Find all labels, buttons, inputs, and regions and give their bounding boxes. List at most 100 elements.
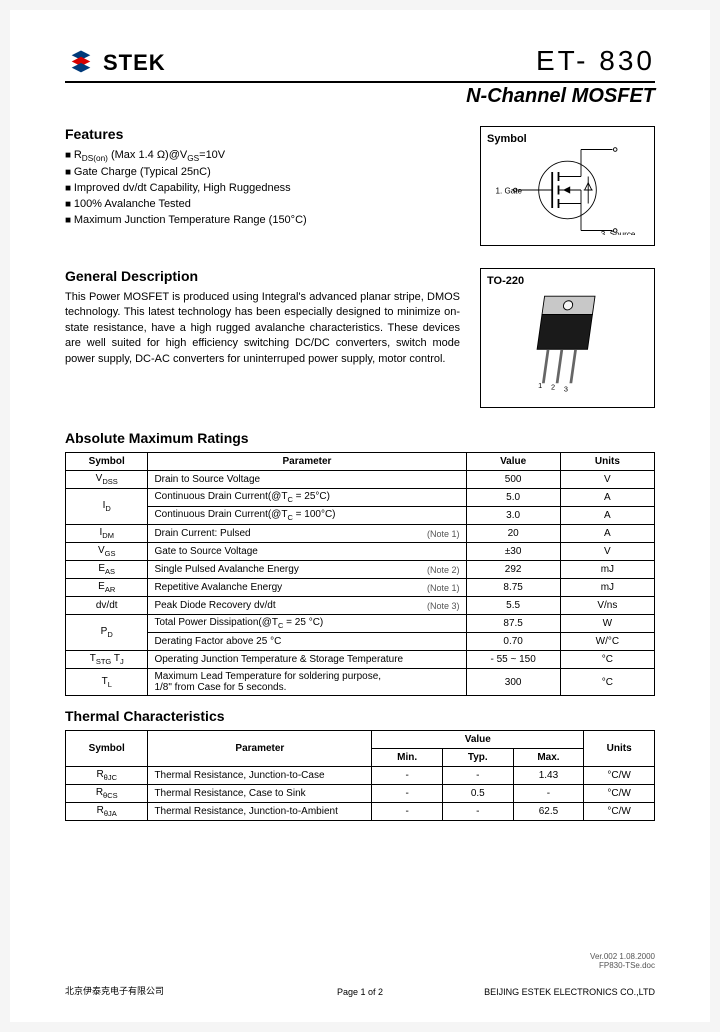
cell-symbol: EAS [66, 561, 148, 579]
cell-param: Single Pulsed Avalanche Energy(Note 2) [148, 561, 466, 579]
th-symbol: Symbol [66, 453, 148, 471]
table-row: TSTG TJOperating Junction Temperature & … [66, 651, 655, 669]
header: STEK ET- 830 [65, 45, 655, 77]
features-list: RDS(on) (Max 1.4 Ω)@VGS=10VGate Charge (… [65, 148, 460, 229]
svg-text:3: 3 [564, 385, 568, 394]
feature-item: 100% Avalanche Tested [65, 197, 460, 213]
th-units: Units [560, 453, 654, 471]
cell-symbol: EAR [66, 579, 148, 597]
to220-package-icon: 1 2 3 [487, 287, 648, 397]
cell-param: Thermal Resistance, Case to Sink [148, 785, 372, 803]
mosfet-symbol-icon: 1. Gate 2. Drain 3. Source [487, 145, 648, 235]
cell-param: Maximum Lead Temperature for soldering p… [148, 669, 466, 696]
th-value: Value [372, 731, 584, 749]
pin-source-label: 3. Source [601, 230, 636, 235]
logo: STEK [65, 49, 166, 77]
cell-value: 0.70 [466, 633, 560, 651]
table-row: TLMaximum Lead Temperature for soldering… [66, 669, 655, 696]
part-number: ET- 830 [536, 45, 655, 77]
table-row: EARRepetitive Avalanche Energy(Note 1)8.… [66, 579, 655, 597]
cell-min: - [372, 785, 443, 803]
header-divider [65, 81, 655, 83]
datasheet-page: STEK ET- 830 N-Channel MOSFET Features R… [10, 10, 710, 1022]
cell-min: - [372, 767, 443, 785]
cell-value: 5.0 [466, 489, 560, 507]
cell-unit: mJ [560, 561, 654, 579]
footer-center: Page 1 of 2 [10, 987, 710, 997]
cell-value: 5.5 [466, 597, 560, 615]
cell-value: ±30 [466, 543, 560, 561]
amr-table: Symbol Parameter Value Units VDSSDrain t… [65, 452, 655, 696]
cell-typ: - [442, 803, 513, 821]
cell-unit: W [560, 615, 654, 633]
cell-unit: V [560, 471, 654, 489]
table-row: PDTotal Power Dissipation(@TC = 25 °C)87… [66, 615, 655, 633]
cell-symbol: RθCS [66, 785, 148, 803]
th-param: Parameter [148, 453, 466, 471]
table-row: Continuous Drain Current(@TC = 100°C)3.0… [66, 507, 655, 525]
cell-value: 300 [466, 669, 560, 696]
cell-value: 292 [466, 561, 560, 579]
cell-param: Continuous Drain Current(@TC = 25°C) [148, 489, 466, 507]
cell-param: Peak Diode Recovery dv/dt(Note 3) [148, 597, 466, 615]
cell-param: Total Power Dissipation(@TC = 25 °C) [148, 615, 466, 633]
symbol-box: Symbol [480, 126, 655, 246]
feature-item: RDS(on) (Max 1.4 Ω)@VGS=10V [65, 148, 460, 165]
gendesc-title: General Description [65, 268, 460, 284]
cell-max: 62.5 [513, 803, 584, 821]
features-row: Features RDS(on) (Max 1.4 Ω)@VGS=10VGate… [65, 126, 655, 246]
cell-unit: mJ [560, 579, 654, 597]
cell-symbol: PD [66, 615, 148, 651]
cell-unit: A [560, 507, 654, 525]
svg-text:1: 1 [538, 381, 542, 390]
cell-symbol: ID [66, 489, 148, 525]
cell-symbol: RθJC [66, 767, 148, 785]
package-label: TO-220 [487, 275, 524, 287]
cell-unit: V/ns [560, 597, 654, 615]
cell-symbol: TL [66, 669, 148, 696]
cell-symbol: dv/dt [66, 597, 148, 615]
cell-unit: A [560, 525, 654, 543]
logo-text: STEK [103, 50, 166, 76]
feature-item: Maximum Junction Temperature Range (150°… [65, 213, 460, 229]
cell-value: 20 [466, 525, 560, 543]
cell-symbol: VDSS [66, 471, 148, 489]
table-header-row: Symbol Parameter Value Units [66, 731, 655, 749]
table-row: IDMDrain Current: Pulsed(Note 1)20A [66, 525, 655, 543]
tc-table: Symbol Parameter Value Units Min. Typ. M… [65, 730, 655, 821]
cell-unit: °C/W [584, 803, 655, 821]
cell-symbol: TSTG TJ [66, 651, 148, 669]
cell-symbol: RθJA [66, 803, 148, 821]
cell-value: 500 [466, 471, 560, 489]
cell-value: 3.0 [466, 507, 560, 525]
gendesc-section: General Description This Power MOSFET is… [65, 268, 460, 408]
table-row: VGSGate to Source Voltage±30V [66, 543, 655, 561]
cell-max: - [513, 785, 584, 803]
th-typ: Typ. [442, 749, 513, 767]
cell-unit: °C/W [584, 767, 655, 785]
features-title: Features [65, 126, 460, 142]
table-row: RθJAThermal Resistance, Junction-to-Ambi… [66, 803, 655, 821]
cell-param: Drain to Source Voltage [148, 471, 466, 489]
th-symbol: Symbol [66, 731, 148, 767]
cell-value: 87.5 [466, 615, 560, 633]
cell-unit: °C [560, 651, 654, 669]
cell-param: Derating Factor above 25 °C [148, 633, 466, 651]
cell-typ: 0.5 [442, 785, 513, 803]
cell-param: Drain Current: Pulsed(Note 1) [148, 525, 466, 543]
cell-unit: °C/W [584, 785, 655, 803]
version-info: Ver.002 1.08.2000 FP830-TSe.doc [590, 952, 655, 970]
cell-symbol: IDM [66, 525, 148, 543]
cell-param: Operating Junction Temperature & Storage… [148, 651, 466, 669]
cell-param: Continuous Drain Current(@TC = 100°C) [148, 507, 466, 525]
cell-unit: W/°C [560, 633, 654, 651]
table-row: dv/dtPeak Diode Recovery dv/dt(Note 3)5.… [66, 597, 655, 615]
th-units: Units [584, 731, 655, 767]
cell-typ: - [442, 767, 513, 785]
cell-value: 8.75 [466, 579, 560, 597]
cell-min: - [372, 803, 443, 821]
table-row: EASSingle Pulsed Avalanche Energy(Note 2… [66, 561, 655, 579]
cell-unit: °C [560, 669, 654, 696]
feature-item: Improved dv/dt Capability, High Ruggedne… [65, 181, 460, 197]
cell-value: - 55 ~ 150 [466, 651, 560, 669]
